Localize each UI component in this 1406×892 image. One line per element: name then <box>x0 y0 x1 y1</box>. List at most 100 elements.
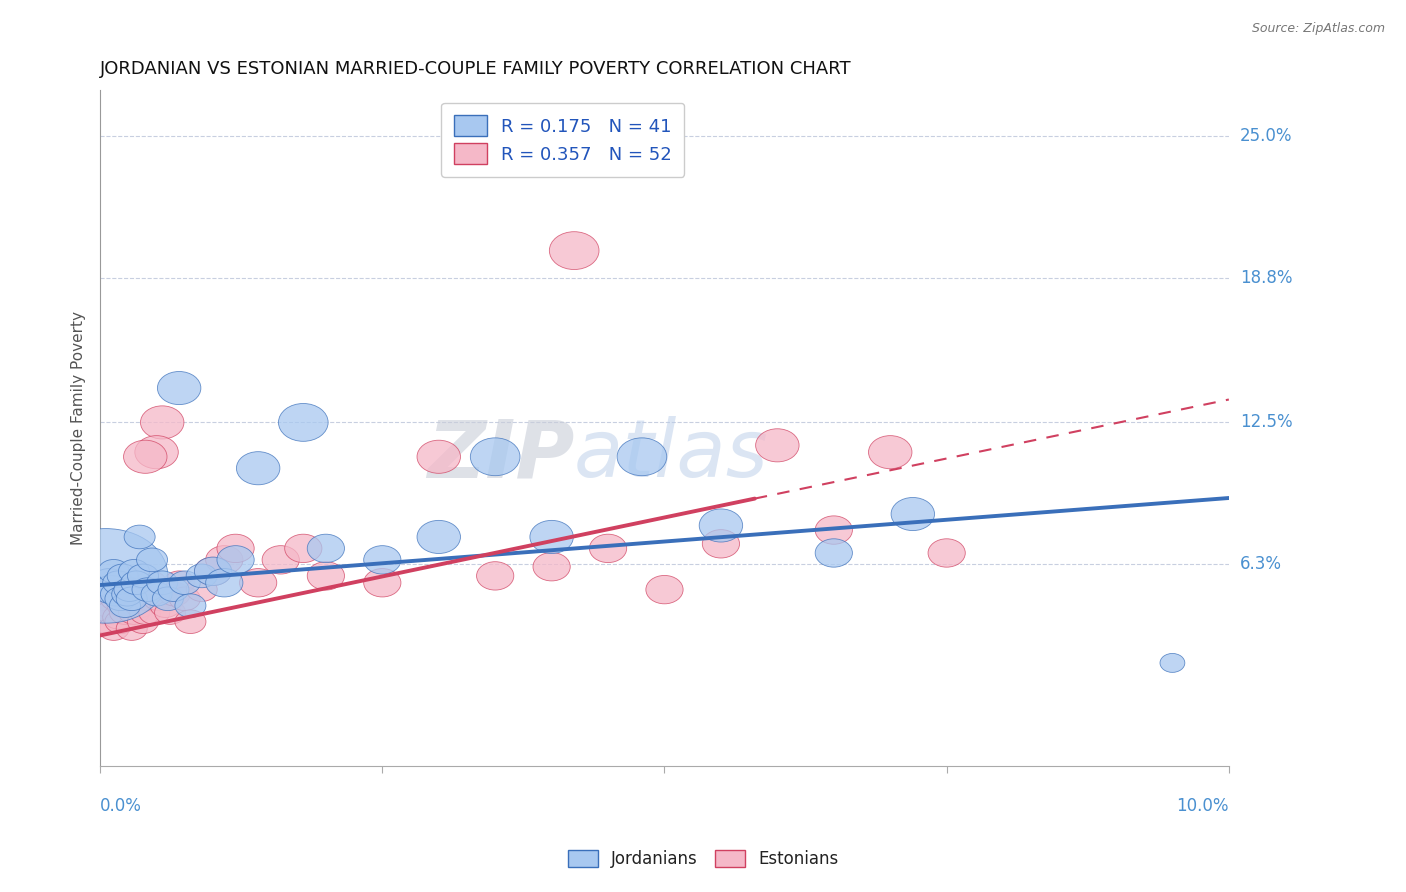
Ellipse shape <box>139 600 170 624</box>
Ellipse shape <box>155 600 186 624</box>
Ellipse shape <box>152 587 183 611</box>
Ellipse shape <box>645 575 683 604</box>
Ellipse shape <box>205 546 243 574</box>
Ellipse shape <box>186 564 218 588</box>
Ellipse shape <box>121 587 152 611</box>
Ellipse shape <box>217 546 254 574</box>
Ellipse shape <box>262 546 299 574</box>
Ellipse shape <box>869 435 912 468</box>
Ellipse shape <box>239 568 277 597</box>
Text: 25.0%: 25.0% <box>1240 127 1292 145</box>
Ellipse shape <box>174 594 205 617</box>
Ellipse shape <box>205 568 243 597</box>
Ellipse shape <box>118 600 149 624</box>
Ellipse shape <box>755 429 799 462</box>
Ellipse shape <box>159 582 190 606</box>
Ellipse shape <box>308 534 344 563</box>
Ellipse shape <box>110 600 141 624</box>
Ellipse shape <box>928 539 966 567</box>
Ellipse shape <box>815 539 852 567</box>
Ellipse shape <box>530 520 574 554</box>
Ellipse shape <box>117 587 148 611</box>
Ellipse shape <box>90 568 128 597</box>
Ellipse shape <box>143 587 174 611</box>
Y-axis label: Married-Couple Family Poverty: Married-Couple Family Poverty <box>72 311 86 545</box>
Ellipse shape <box>157 578 188 601</box>
Ellipse shape <box>157 371 201 405</box>
Ellipse shape <box>103 606 134 629</box>
Ellipse shape <box>418 520 461 554</box>
Ellipse shape <box>110 594 141 617</box>
Ellipse shape <box>124 525 155 549</box>
Ellipse shape <box>128 610 159 633</box>
Text: JORDANIAN VS ESTONIAN MARRIED-COUPLE FAMILY POVERTY CORRELATION CHART: JORDANIAN VS ESTONIAN MARRIED-COUPLE FAM… <box>100 60 852 78</box>
Text: 18.8%: 18.8% <box>1240 269 1292 287</box>
Ellipse shape <box>125 594 156 617</box>
Ellipse shape <box>236 451 280 484</box>
Ellipse shape <box>117 616 148 640</box>
Ellipse shape <box>105 610 136 633</box>
Ellipse shape <box>364 546 401 574</box>
Ellipse shape <box>589 534 627 563</box>
Ellipse shape <box>118 559 149 583</box>
Ellipse shape <box>89 600 120 624</box>
Ellipse shape <box>93 575 129 604</box>
Text: 6.3%: 6.3% <box>1240 556 1282 574</box>
Ellipse shape <box>278 403 328 442</box>
Ellipse shape <box>194 558 232 585</box>
Ellipse shape <box>132 578 163 601</box>
Ellipse shape <box>174 610 205 633</box>
Ellipse shape <box>121 571 152 595</box>
Ellipse shape <box>699 509 742 542</box>
Ellipse shape <box>44 529 167 624</box>
Ellipse shape <box>105 587 136 611</box>
Ellipse shape <box>284 534 322 563</box>
Legend: R = 0.175   N = 41, R = 0.357   N = 52: R = 0.175 N = 41, R = 0.357 N = 52 <box>441 103 685 177</box>
Ellipse shape <box>186 578 218 601</box>
Ellipse shape <box>135 435 179 468</box>
Text: 12.5%: 12.5% <box>1240 413 1292 432</box>
Ellipse shape <box>471 438 520 475</box>
Ellipse shape <box>103 571 134 595</box>
Ellipse shape <box>163 571 194 595</box>
Ellipse shape <box>135 571 166 595</box>
Text: ZIP: ZIP <box>427 417 574 494</box>
Ellipse shape <box>136 548 167 572</box>
Text: atlas: atlas <box>574 417 769 494</box>
Ellipse shape <box>96 600 127 624</box>
Legend: Jordanians, Estonians: Jordanians, Estonians <box>561 843 845 875</box>
Text: Source: ZipAtlas.com: Source: ZipAtlas.com <box>1251 22 1385 36</box>
Ellipse shape <box>169 571 200 595</box>
Ellipse shape <box>141 582 172 606</box>
Ellipse shape <box>146 571 177 595</box>
Ellipse shape <box>100 582 131 606</box>
Ellipse shape <box>703 530 740 558</box>
Ellipse shape <box>132 587 163 611</box>
Ellipse shape <box>107 564 138 588</box>
Ellipse shape <box>217 534 254 563</box>
Text: 0.0%: 0.0% <box>100 797 142 814</box>
Ellipse shape <box>91 610 122 633</box>
Ellipse shape <box>114 587 145 611</box>
Ellipse shape <box>111 578 143 601</box>
Ellipse shape <box>169 587 200 611</box>
Ellipse shape <box>98 559 129 583</box>
Ellipse shape <box>150 594 181 617</box>
Ellipse shape <box>94 594 125 617</box>
Ellipse shape <box>141 406 184 439</box>
Text: 10.0%: 10.0% <box>1177 797 1229 814</box>
Ellipse shape <box>418 441 461 474</box>
Ellipse shape <box>128 564 159 588</box>
Ellipse shape <box>124 441 167 474</box>
Ellipse shape <box>100 587 131 611</box>
Ellipse shape <box>194 558 232 585</box>
Ellipse shape <box>98 616 129 640</box>
Ellipse shape <box>122 578 155 601</box>
Ellipse shape <box>129 600 160 624</box>
Ellipse shape <box>617 438 666 475</box>
Ellipse shape <box>308 562 344 591</box>
Ellipse shape <box>477 562 513 591</box>
Ellipse shape <box>107 594 138 617</box>
Ellipse shape <box>533 552 571 581</box>
Ellipse shape <box>815 516 852 544</box>
